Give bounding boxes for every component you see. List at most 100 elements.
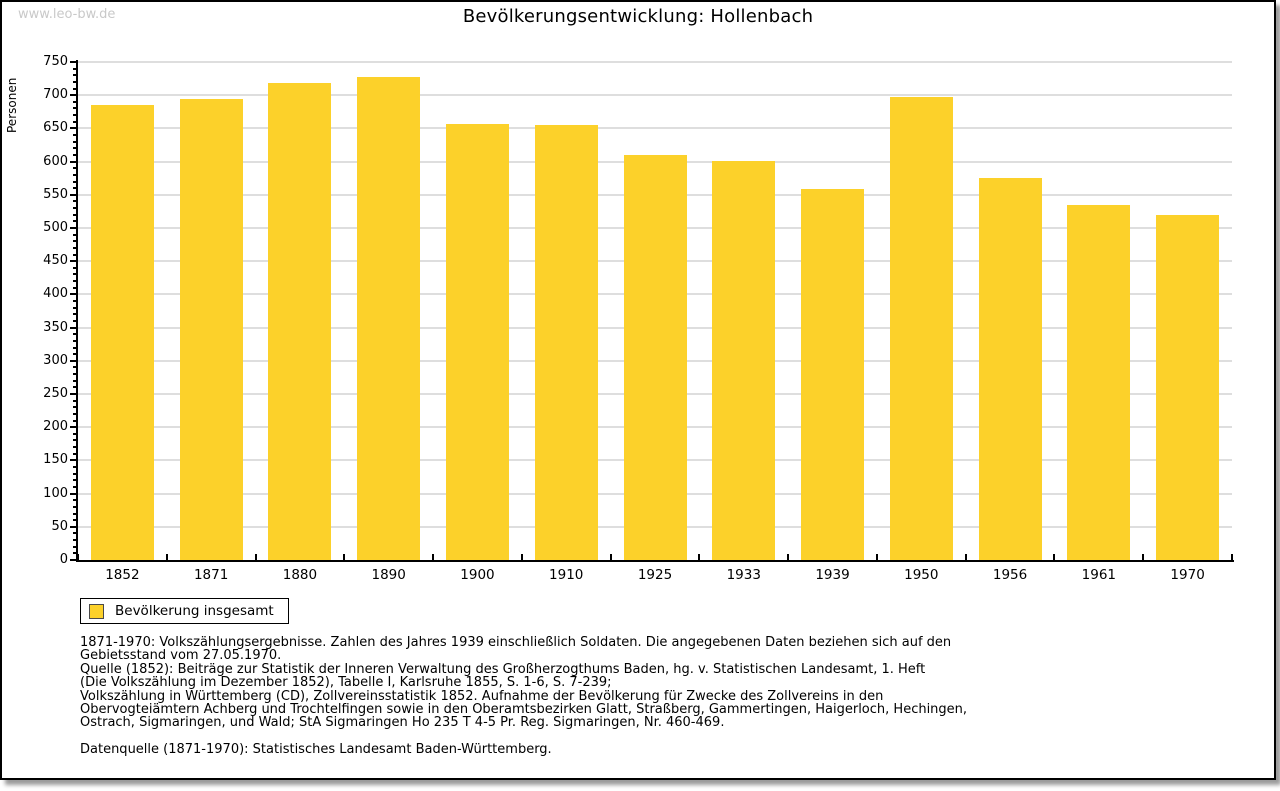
y-minor-tick [73, 167, 78, 170]
y-minor-tick [73, 67, 78, 70]
y-minor-tick [73, 220, 78, 223]
y-tick-label: 50 [51, 518, 68, 534]
y-minor-tick [73, 552, 78, 555]
y-minor-tick [73, 333, 78, 336]
bar-1852 [90, 105, 154, 560]
x-tick-label: 1939 [815, 567, 850, 583]
y-minor-tick [73, 134, 78, 137]
y-axis-line [76, 60, 78, 562]
y-minor-tick [73, 187, 78, 190]
y-tick-label: 200 [43, 419, 68, 435]
y-minor-tick [73, 100, 78, 103]
y-minor-tick [73, 432, 78, 435]
y-major-tick [70, 293, 78, 296]
x-tick-label: 1956 [992, 567, 1028, 583]
plot-area [78, 61, 1232, 560]
y-major-tick [70, 326, 78, 329]
y-minor-tick [73, 366, 78, 369]
y-minor-tick [73, 153, 78, 156]
y-minor-tick [73, 373, 78, 376]
y-minor-tick [73, 485, 78, 488]
y-tick-label: 250 [43, 386, 68, 401]
y-minor-tick [73, 280, 78, 283]
x-tick [609, 554, 612, 560]
y-minor-tick [73, 452, 78, 455]
source-text-line: Obervogteiämtern Achberg und Trochtelfin… [80, 701, 968, 717]
x-tick-label: 1871 [193, 567, 229, 583]
y-minor-tick [73, 107, 78, 110]
y-minor-tick [73, 319, 78, 322]
y-tick-label: 350 [43, 319, 68, 335]
y-minor-tick [73, 472, 78, 475]
source-notes: 1871-1970: Volkszählungsergebnisse. Zahl… [80, 636, 1210, 757]
y-major-tick [70, 492, 78, 495]
y-major-tick [70, 525, 78, 528]
x-tick [165, 554, 168, 560]
source-text-line: Quelle (1852): Beiträge zur Statistik de… [80, 661, 926, 677]
y-tick-label: 150 [43, 452, 68, 468]
x-tick-label: 1961 [1081, 567, 1117, 583]
y-minor-tick [73, 519, 78, 522]
y-minor-tick [73, 300, 78, 303]
y-minor-tick [73, 233, 78, 236]
y-major-tick [70, 227, 78, 229]
y-major-tick [70, 94, 78, 97]
bar-1880 [268, 82, 332, 560]
y-tick-label: 300 [43, 352, 68, 368]
legend-box: Bevölkerung insgesamt [80, 598, 289, 624]
x-tick [432, 554, 435, 560]
y-minor-tick [73, 499, 78, 502]
y-minor-tick [73, 466, 78, 469]
y-axis-title: Personen [5, 77, 19, 133]
bar-1925 [623, 154, 687, 560]
x-tick [787, 554, 790, 560]
y-minor-tick [73, 180, 78, 183]
y-minor-tick [73, 379, 78, 382]
x-tick-label: 1950 [904, 567, 939, 583]
x-tick [1231, 554, 1233, 560]
bar-1871 [179, 99, 243, 560]
x-tick-label: 1890 [371, 567, 406, 583]
bar-1950 [889, 97, 953, 560]
y-minor-tick [73, 545, 78, 548]
y-minor-tick [73, 346, 78, 349]
bar-1900 [445, 123, 509, 560]
source-text-line: (Die Volkszählung im Dezember 1852), Tab… [80, 675, 612, 691]
y-minor-tick [73, 80, 78, 83]
y-tick-label: 100 [43, 485, 68, 501]
y-major-tick [70, 359, 78, 362]
y-minor-tick [73, 173, 78, 176]
y-major-tick [70, 459, 78, 462]
bar-1970 [1156, 215, 1220, 560]
x-tick-label: 1852 [105, 567, 140, 583]
y-minor-tick [73, 266, 78, 269]
x-tick-label: 1910 [549, 567, 584, 583]
y-minor-tick [73, 114, 78, 117]
y-minor-tick [73, 140, 78, 143]
x-tick-label: 1900 [460, 567, 495, 583]
y-minor-tick [73, 240, 78, 243]
y-major-tick [70, 193, 78, 196]
y-minor-tick [73, 419, 78, 422]
y-minor-tick [73, 532, 78, 535]
bar-1939 [801, 188, 865, 560]
x-axis-line [76, 560, 1234, 562]
y-minor-tick [73, 539, 78, 542]
watermark-leo-bw: www.leo-bw.de [18, 7, 116, 22]
x-tick-label: 1880 [282, 567, 318, 583]
x-tick-label: 1933 [726, 567, 761, 583]
y-minor-tick [73, 479, 78, 482]
gridline [78, 127, 1232, 130]
y-minor-tick [73, 74, 78, 77]
y-minor-tick [73, 306, 78, 309]
y-minor-tick [73, 207, 78, 210]
y-tick-label: 400 [43, 286, 68, 302]
x-tick [1142, 554, 1145, 560]
x-tick [343, 554, 346, 560]
y-tick-label: 0 [59, 552, 68, 567]
y-tick-label: 750 [43, 54, 68, 69]
gridline [78, 94, 1232, 97]
y-minor-tick [73, 399, 78, 402]
y-major-tick [70, 260, 78, 263]
